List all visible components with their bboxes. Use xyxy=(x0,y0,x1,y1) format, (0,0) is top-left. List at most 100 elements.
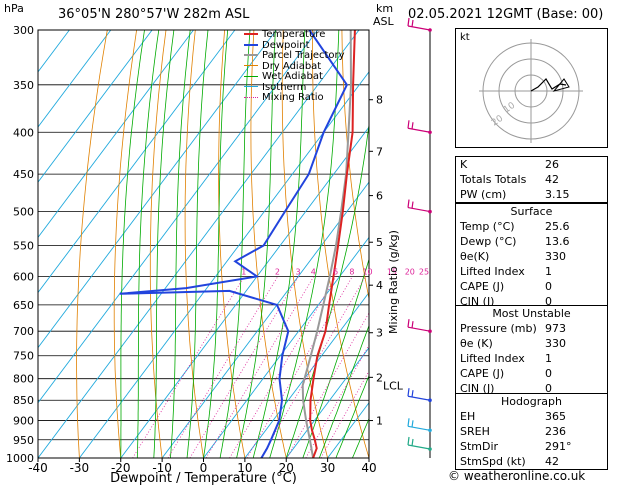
surface-table: Surface Temp (°C) 25.6 Dewp (°C) 13.6 θe(K… xyxy=(455,203,608,310)
legend-item-isotherm: Isotherm xyxy=(244,82,345,94)
hodo-storm-marker xyxy=(552,78,570,92)
isotherm-line xyxy=(38,30,360,458)
legend-item-dewpoint: Dewpoint xyxy=(244,40,345,52)
km-label: km xyxy=(376,2,394,15)
hodograph-svg: kt 10 20 xyxy=(460,32,583,143)
most-unstable-table: Most Unstable Pressure (mb) 973 θe (K) 330… xyxy=(455,305,608,397)
mu-row: CAPE (J) 0 xyxy=(460,367,552,380)
legend-item-dry-adiabat: Dry Adiabat xyxy=(244,61,345,73)
asl-label: ASL xyxy=(373,15,394,28)
legend-item-mixing-ratio: Mixing Ratio xyxy=(244,92,345,104)
mixing-ratio-line xyxy=(189,276,299,458)
wet-adiabat-line xyxy=(170,30,191,458)
mixing-ratio-line xyxy=(132,276,245,458)
index-row-totals: Totals Totals 42 xyxy=(460,173,559,186)
mixing-ratio-label: 15 xyxy=(387,267,397,276)
isotherm-line xyxy=(38,30,318,404)
pressure-tick-label: 950 xyxy=(13,434,34,447)
wind-barb-flag xyxy=(407,17,410,27)
x-tick-label: 40 xyxy=(361,461,376,475)
isotherm-line xyxy=(244,291,369,458)
surface-row: Dewp (°C) 13.6 xyxy=(460,235,570,248)
wind-barb-dot xyxy=(428,447,432,451)
mixing-ratio-label: 25 xyxy=(419,267,429,276)
height-tick-label: 8 xyxy=(376,94,383,107)
wet-adiabat-line xyxy=(285,121,369,458)
wet-adiabat-line xyxy=(335,374,369,458)
surface-title: Surface xyxy=(510,205,553,218)
wet-adiabat-line xyxy=(252,30,306,458)
x-tick-label: -40 xyxy=(28,461,48,475)
pressure-tick-label: 500 xyxy=(13,206,34,219)
dry-adiabat-line xyxy=(250,30,287,458)
wind-barb-shaft xyxy=(407,326,431,332)
mu-row: Lifted Index 1 xyxy=(460,352,552,365)
wet-adiabat-line xyxy=(136,30,160,458)
x-tick-label: 30 xyxy=(320,461,335,475)
mixing-ratio-label: 6 xyxy=(333,267,338,276)
hodograph-table: Hodograph EH 365 SREH 236 StmDir 291° StmSp… xyxy=(455,393,608,470)
index-row-pw: PW (cm) 3.15 xyxy=(460,188,570,201)
pressure-tick-label: 400 xyxy=(13,126,34,139)
isotherm-line xyxy=(38,30,70,73)
wet-adiabat-line xyxy=(269,30,340,458)
hodo-kt-label: kt xyxy=(460,32,470,43)
pressure-tick-label: 700 xyxy=(13,325,34,338)
mu-row: CIN (J) 0 xyxy=(460,382,552,395)
wet-adiabat-line xyxy=(236,30,276,458)
background-lines xyxy=(38,30,629,458)
index-row-k: K 26 xyxy=(460,158,559,171)
legend-item-temperature: Temperature xyxy=(244,29,345,41)
pressure-tick-label: 750 xyxy=(13,350,34,363)
mixing-ratio-line xyxy=(305,344,369,458)
surface-row: CIN (J) 0 xyxy=(460,295,552,308)
dry-adiabat-line xyxy=(606,30,629,458)
hodo-row: SREH 236 xyxy=(460,425,566,438)
wet-adiabat-line xyxy=(318,324,369,458)
surface-row: θe(K) 330 xyxy=(460,250,566,263)
hodo-row: EH 365 xyxy=(460,410,566,423)
legend-item-parcel: Parcel Trajectory xyxy=(244,50,345,62)
wet-adiabat-line xyxy=(186,30,209,458)
hodo-trace xyxy=(530,78,567,92)
wind-barb-flag xyxy=(407,120,410,129)
wind-barb-flag xyxy=(407,199,410,208)
pressure-tick-label: 850 xyxy=(13,394,34,407)
x-tick-label: -20 xyxy=(111,461,131,475)
wind-barb-shaft xyxy=(407,425,431,431)
datetime-title: 02.05.2021 12GMT (Base: 00) xyxy=(408,7,604,22)
wind-barb-shaft xyxy=(407,395,431,401)
wind-barb xyxy=(407,17,431,31)
dry-adiabat-line xyxy=(76,30,108,458)
copyright[interactable]: © weatheronline.co.uk xyxy=(448,469,586,483)
wind-barb xyxy=(407,120,431,133)
isotherm-line xyxy=(38,30,153,183)
mixing-ratio-label: 8 xyxy=(349,267,354,276)
mixing-ratio-label: 10 xyxy=(362,267,372,276)
pressure-tick-label: 800 xyxy=(13,373,34,386)
height-tick-label: 4 xyxy=(376,279,383,292)
wind-barb-flag xyxy=(411,438,414,447)
wind-barb-flag xyxy=(407,436,410,446)
mixing-ratio-line xyxy=(167,276,279,458)
hodograph-panel: kt 10 20 xyxy=(455,28,608,148)
mu-row: Pressure (mb) 973 xyxy=(460,322,566,335)
wind-barb-shaft xyxy=(407,127,431,133)
wind-barb-dot xyxy=(428,329,432,334)
mixing-ratio-axis-label: Mixing Ratio (g/kg) xyxy=(387,230,400,334)
location-title: 36°05'N 280°57'W 282m ASL xyxy=(58,7,250,22)
wind-barb-flag xyxy=(411,122,414,130)
mixing-ratio-label: 2 xyxy=(275,267,280,276)
indices-table: K 26 Totals Totals 42 PW (cm) 3.15 xyxy=(455,156,608,203)
wind-barb-shaft xyxy=(407,25,431,31)
wind-barb-column xyxy=(407,17,432,458)
mixing-ratio-line xyxy=(286,312,369,458)
dry-adiabat-line xyxy=(218,30,246,458)
height-tick-label: 6 xyxy=(376,190,383,203)
wet-adiabat-line xyxy=(219,30,251,458)
axes: 1 2 3 4 6 8 10 15 20 2530035040045050055060065070… xyxy=(6,24,429,486)
isotherm-line xyxy=(38,30,112,128)
wet-adiabat-line xyxy=(153,30,175,458)
wind-barb xyxy=(407,199,431,213)
